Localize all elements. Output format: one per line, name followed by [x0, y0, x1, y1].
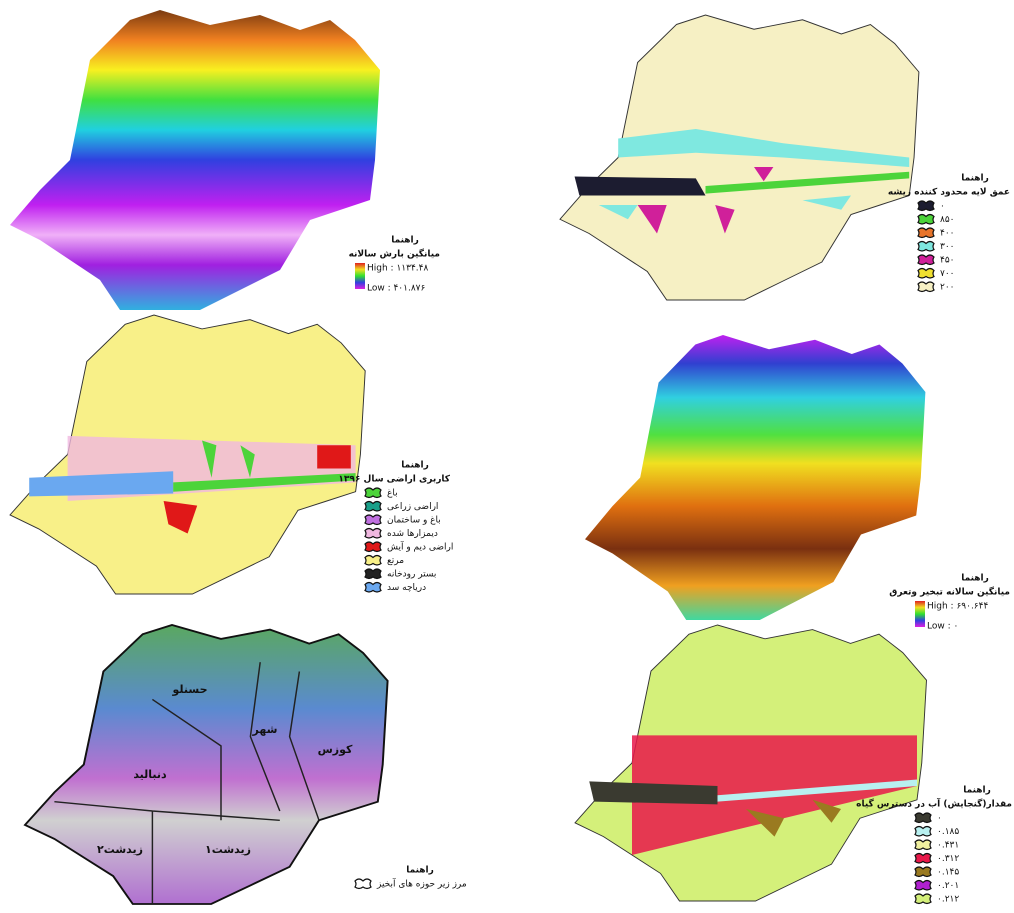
legend-high: High : ۱۱۳۴.۴۸	[367, 264, 428, 274]
legend-swatch	[917, 227, 935, 239]
legend-label: اراضی زراعی	[387, 502, 438, 512]
legend-title: مقدار(گنجایش) آب در دسترس گیاه	[856, 798, 1012, 810]
legend-label: ۰.۴۳۱	[937, 841, 959, 851]
legend-title: میانگین بارش سالانه	[349, 248, 440, 260]
legend-title: عمق لایه محدود کننده ریشه	[888, 188, 1010, 198]
legend-low: Low : ۰	[927, 622, 958, 632]
legend-heading: راهنما	[401, 461, 429, 471]
root-depth-map	[559, 14, 920, 301]
legend-swatch	[917, 267, 935, 279]
legend-label: باغ	[387, 489, 398, 499]
precip-map	[10, 10, 380, 310]
legend-swatch	[917, 200, 935, 212]
subbasin-label: زیدشت۱	[205, 843, 251, 856]
legend-label: ۳۰۰	[940, 242, 955, 252]
legend-heading: راهنما	[391, 236, 419, 246]
landuse-map	[9, 314, 366, 595]
legend-swatch	[364, 581, 382, 593]
color-ramp	[915, 601, 925, 627]
legend-label: باغ و ساختمان	[387, 516, 441, 526]
subbasin-label: زیدشت۲	[97, 843, 143, 856]
legend-swatch	[364, 500, 382, 512]
legend-label: مرتع	[387, 556, 404, 566]
evapotranspiration-map	[585, 335, 926, 620]
legend-label: ۰.۲۱۲	[937, 895, 959, 905]
legend-title: میانگین سالانه تبخیر وتعرق	[889, 586, 1010, 598]
legend-label: دیمزارها شده	[387, 529, 438, 539]
legend-swatch	[364, 541, 382, 553]
legend-heading: راهنما	[963, 786, 991, 796]
legend-swatch	[364, 568, 382, 580]
legend-label: ۰.۲۰۱	[937, 881, 959, 891]
legend-label: ۰.۳۱۲	[937, 854, 959, 864]
legend-heading: راهنما	[961, 174, 989, 184]
legend-low: Low : ۴۰۱.۸۷۶	[367, 284, 426, 294]
legend-label: ۰.۱۴۵	[937, 868, 959, 878]
legend-label: ۰	[937, 814, 942, 824]
legend-high: High : ۶۹۰.۶۴۴	[927, 602, 988, 612]
legend-swatch	[917, 240, 935, 252]
subbasin-label: دنبالید	[133, 768, 167, 781]
legend-swatch	[914, 825, 932, 837]
legend-label: بستر رودخانه	[387, 570, 436, 580]
legend-swatch	[914, 893, 932, 905]
legend-title: کاربری اراضی سال ۱۳۹۶	[338, 475, 450, 485]
legend-swatch	[914, 852, 932, 864]
legend-swatch	[914, 866, 932, 878]
subbasin-label: حسنلو	[172, 683, 208, 696]
legend-label: ۷۰۰	[940, 269, 955, 279]
subbasin-map	[24, 624, 389, 905]
legend-swatch	[917, 281, 935, 293]
legend-heading: راهنما	[406, 866, 434, 876]
legend-swatch	[364, 514, 382, 526]
legend-swatch	[364, 554, 382, 566]
subbasin-label: کوزس	[318, 743, 353, 756]
legend-swatch	[917, 213, 935, 225]
legend-label: ۸۵۰	[940, 215, 955, 225]
legend-swatch	[914, 839, 932, 851]
legend-label: ۰.۱۸۵	[937, 827, 959, 837]
legend-swatch	[914, 879, 932, 891]
legend-swatch	[914, 812, 932, 824]
legend-label: ۰	[940, 202, 945, 212]
legend-swatch	[364, 527, 382, 539]
legend-label: مرز زیر حوزه های آبخیز	[376, 878, 467, 890]
legend-label: اراضی دیم و آیش	[387, 541, 453, 553]
legend-heading: راهنما	[961, 574, 989, 584]
legend-label: ۴۰۰	[940, 229, 955, 239]
legend-swatch	[354, 878, 372, 890]
subbasin-label: شهر	[252, 723, 278, 736]
legend-swatch	[917, 254, 935, 266]
color-ramp	[355, 263, 365, 289]
legend-label: ۴۵۰	[940, 256, 955, 266]
legend-label: دریاچه سد	[387, 583, 426, 593]
legend-label: ۲۰۰	[940, 283, 955, 293]
water-capacity-map	[574, 624, 927, 902]
legend-swatch	[364, 487, 382, 499]
